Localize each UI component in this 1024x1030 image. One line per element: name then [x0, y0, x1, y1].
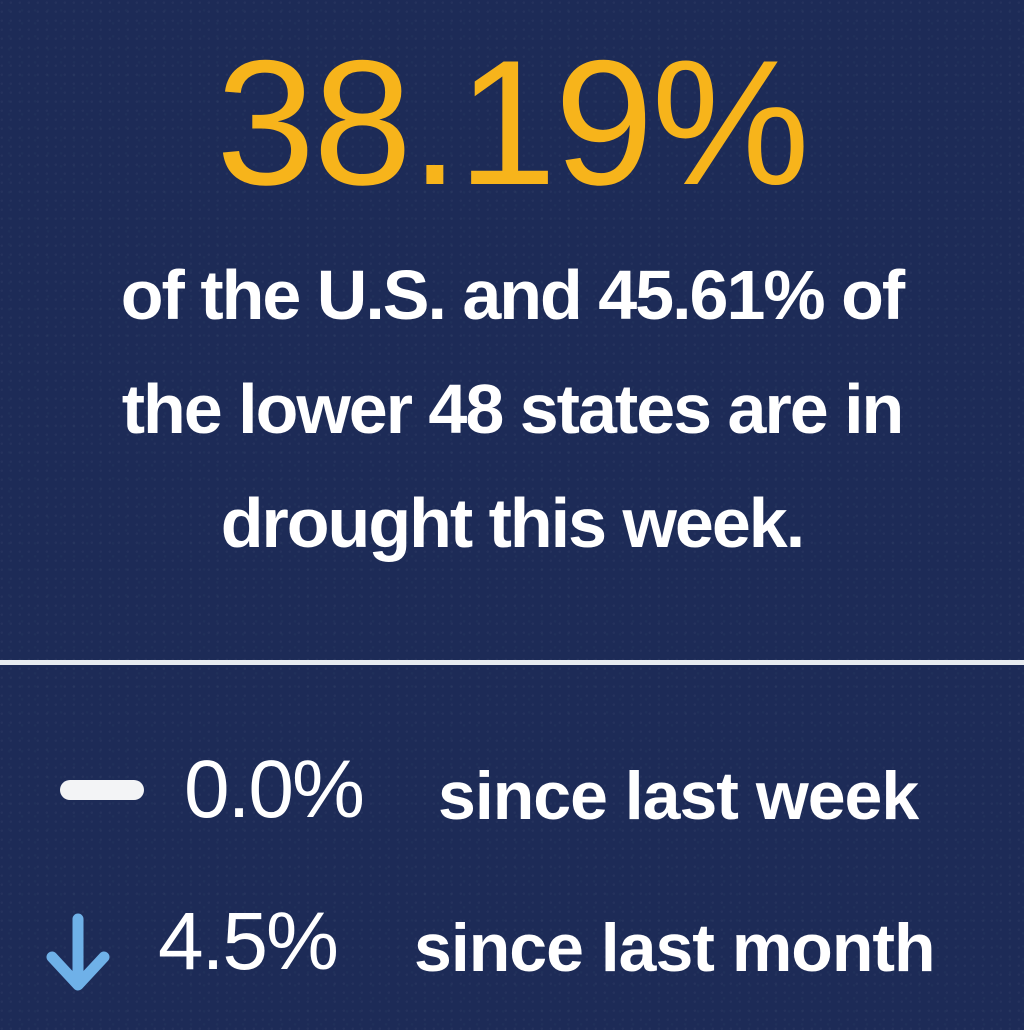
change-value-last-week: 0.0% — [184, 744, 365, 835]
change-label-last-week: since last week — [438, 758, 919, 834]
down-arrow-icon — [46, 913, 110, 991]
change-value-last-month: 4.5% — [158, 896, 339, 987]
drought-summary-text: of the U.S. and 45.61% of the lower 48 s… — [30, 238, 994, 580]
summary-line-1: of the U.S. and 45.61% of — [120, 256, 905, 334]
change-row-last-month: 4.5% since last month — [0, 887, 1024, 997]
drought-percentage-headline: 38.19% — [216, 23, 810, 222]
section-divider — [0, 660, 1024, 665]
dash-icon — [60, 780, 144, 800]
summary-line-2: the lower 48 states are in — [121, 370, 905, 448]
change-label-last-month: since last month — [414, 910, 936, 986]
change-row-last-week: 0.0% since last week — [0, 735, 1024, 845]
summary-line-3: drought this week. — [220, 484, 805, 562]
